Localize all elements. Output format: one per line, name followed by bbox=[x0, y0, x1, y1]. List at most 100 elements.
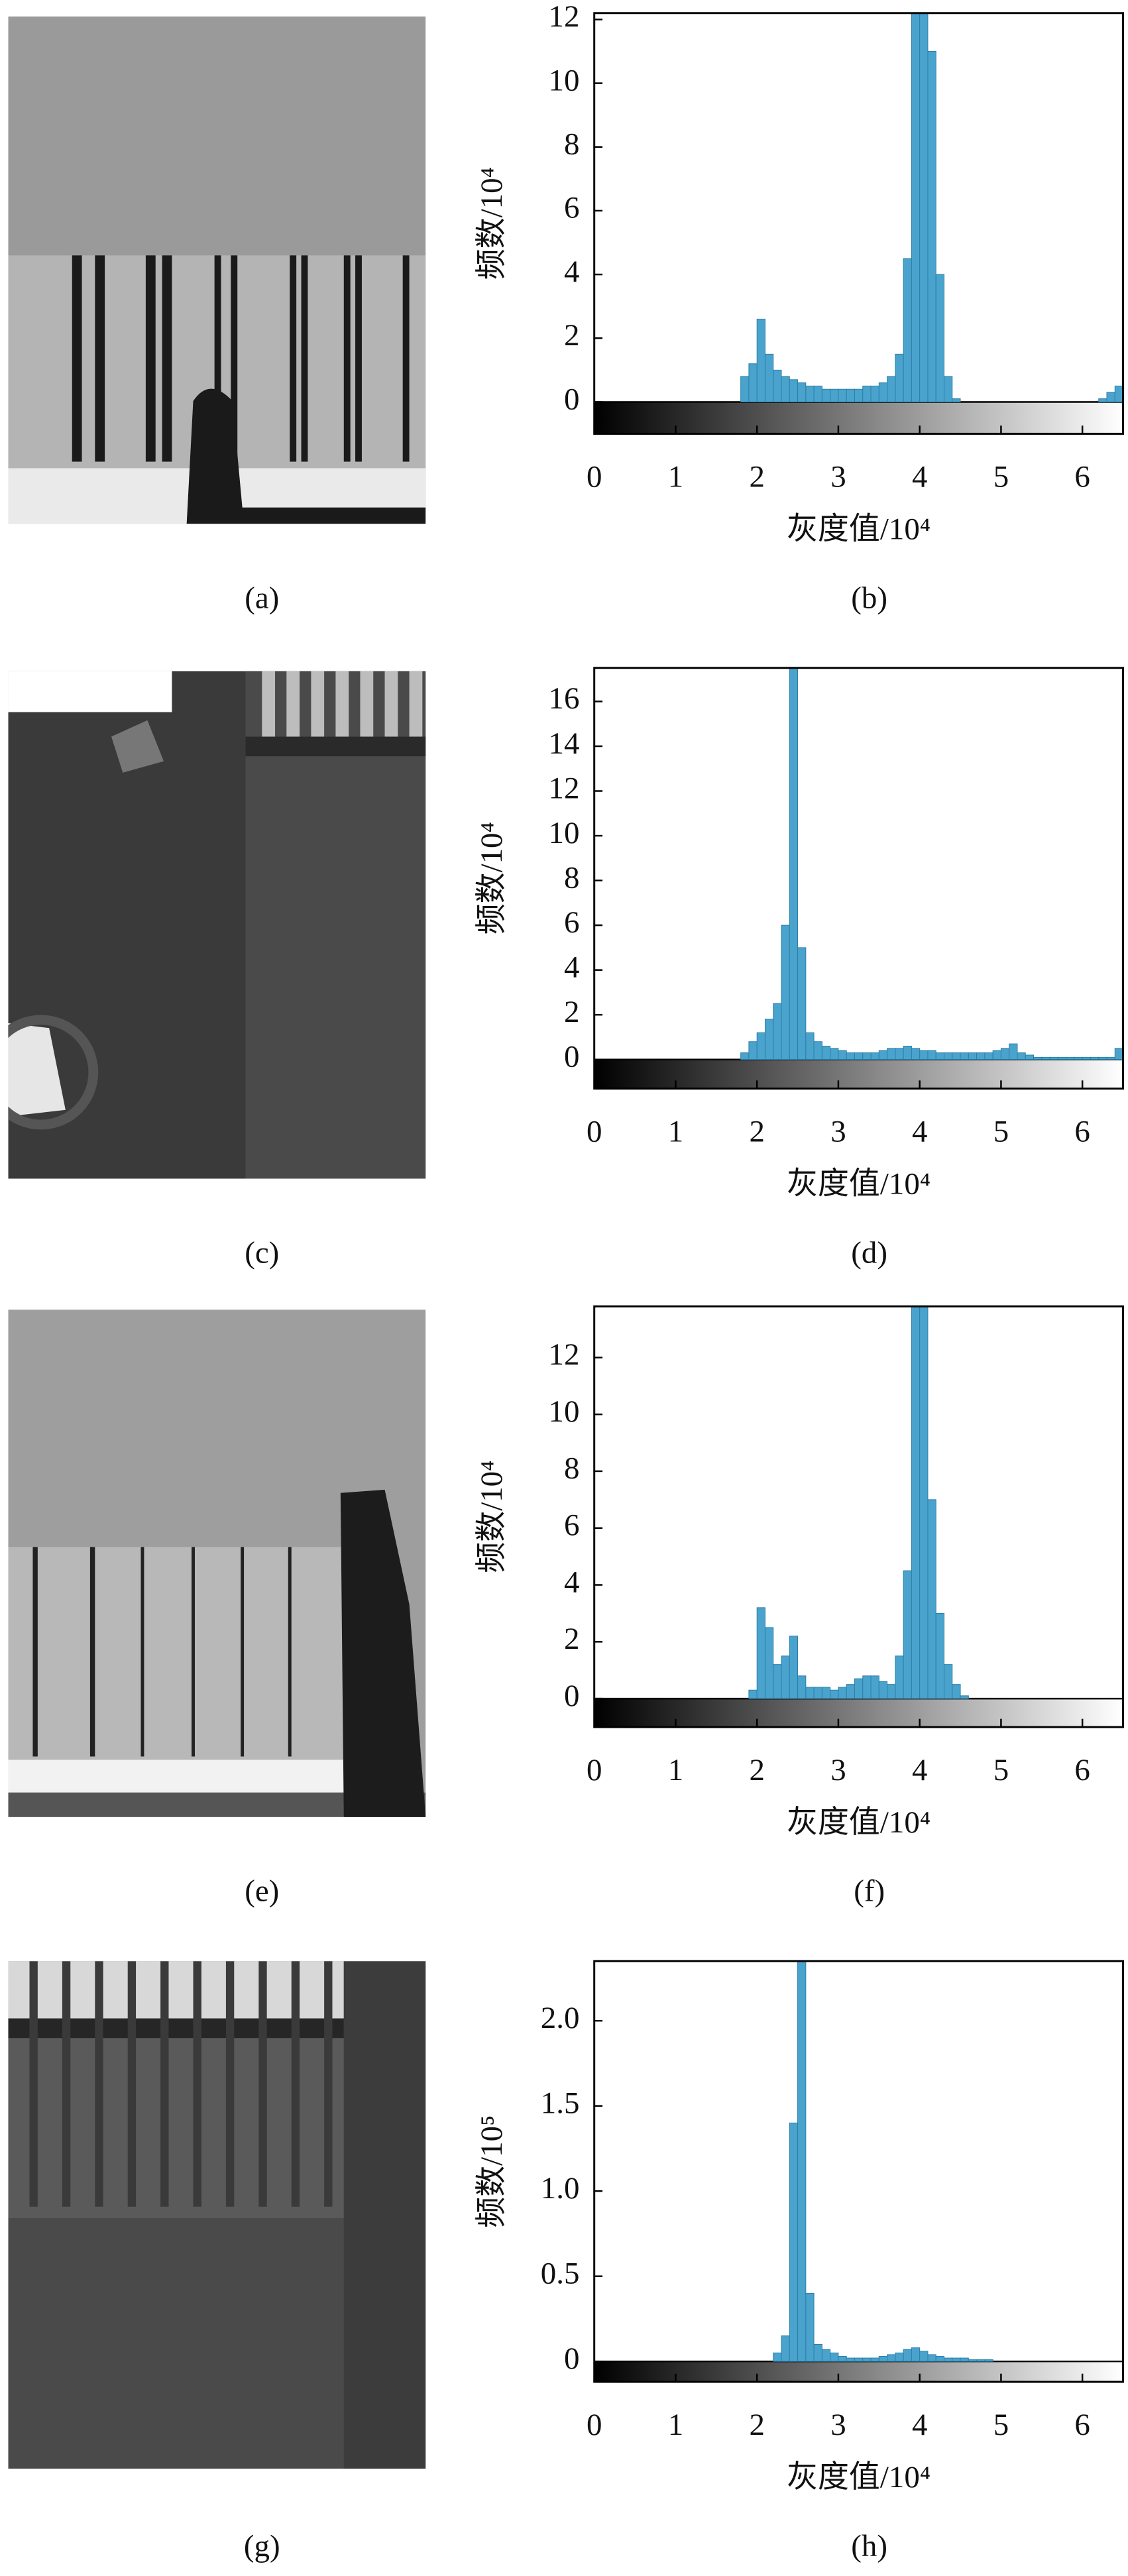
x-tick-label: 4 bbox=[912, 460, 927, 494]
y-tick-label: 4 bbox=[564, 1565, 579, 1599]
bar bbox=[781, 2335, 790, 2362]
bar bbox=[846, 2357, 855, 2362]
y-tick-label: 6 bbox=[564, 191, 579, 225]
x-tick-label: 3 bbox=[830, 460, 846, 494]
y-axis-label: 频数/10⁵ bbox=[475, 2115, 509, 2228]
bar bbox=[1114, 385, 1124, 402]
bar bbox=[773, 2352, 782, 2362]
bar bbox=[903, 1045, 912, 1060]
bar bbox=[854, 1052, 864, 1060]
x-tick-label: 2 bbox=[749, 460, 764, 494]
bar bbox=[919, 13, 929, 402]
bar bbox=[854, 2357, 864, 2362]
bars bbox=[748, 1306, 969, 1699]
bar bbox=[764, 1627, 774, 1699]
bar bbox=[944, 1664, 953, 1699]
bar bbox=[927, 50, 936, 402]
x-tick-label: 6 bbox=[1074, 1115, 1090, 1149]
bar bbox=[1000, 1048, 1010, 1060]
gray-colorbar bbox=[594, 2361, 1123, 2382]
x-axis-label: 灰度值/10⁴ bbox=[787, 2460, 931, 2494]
bar bbox=[773, 369, 782, 402]
y-tick-label: 8 bbox=[564, 127, 579, 162]
bar bbox=[789, 1636, 799, 1699]
bar bbox=[927, 1050, 936, 1060]
x-tick-label: 2 bbox=[749, 2408, 764, 2442]
bar bbox=[1033, 1056, 1043, 1060]
y-tick-label: 6 bbox=[564, 905, 579, 940]
bar bbox=[1098, 1056, 1107, 1060]
x-axis-label: 灰度值/10⁴ bbox=[787, 1805, 931, 1840]
bar bbox=[838, 1050, 847, 1060]
bar bbox=[781, 1655, 790, 1699]
bar bbox=[813, 385, 822, 402]
x-tick-label: 2 bbox=[749, 1115, 764, 1149]
bar bbox=[756, 1032, 765, 1060]
chart-caption: (b) bbox=[851, 581, 887, 615]
bar bbox=[870, 385, 879, 402]
bar bbox=[878, 2355, 888, 2362]
y-axis-label: 频数/10⁴ bbox=[475, 822, 509, 934]
x-tick-label: 0 bbox=[587, 1753, 602, 1787]
plot-frame bbox=[593, 12, 1125, 435]
bar bbox=[968, 2359, 978, 2362]
bar bbox=[805, 2292, 815, 2362]
bar bbox=[797, 1960, 807, 2362]
y-tick-label: 8 bbox=[564, 1451, 579, 1486]
bar bbox=[1041, 1056, 1050, 1060]
bar bbox=[1114, 1048, 1124, 1060]
bar bbox=[789, 2122, 799, 2362]
bar bbox=[870, 1052, 879, 1060]
bar bbox=[797, 1675, 807, 1699]
bar bbox=[895, 353, 904, 402]
bar bbox=[1066, 1056, 1075, 1060]
bar bbox=[878, 382, 888, 402]
bar bbox=[846, 388, 855, 402]
x-tick-label: 4 bbox=[912, 1115, 927, 1149]
y-tick-label: 4 bbox=[564, 254, 579, 289]
bar bbox=[1090, 1056, 1100, 1060]
bar bbox=[878, 1681, 888, 1699]
bar bbox=[781, 924, 790, 1060]
bar bbox=[911, 1048, 921, 1060]
y-tick-label: 12 bbox=[549, 771, 580, 805]
y-tick-label: 0 bbox=[564, 2341, 579, 2376]
bar bbox=[952, 398, 961, 402]
bar bbox=[952, 1052, 961, 1060]
x-tick-label: 5 bbox=[993, 460, 1009, 494]
bar bbox=[944, 1052, 953, 1060]
bar bbox=[927, 2354, 936, 2362]
bar bbox=[911, 13, 921, 402]
bar bbox=[935, 2355, 945, 2362]
bar bbox=[984, 2359, 993, 2362]
y-tick-label: 0 bbox=[564, 382, 579, 416]
bar bbox=[805, 1032, 815, 1060]
bar bbox=[789, 379, 799, 402]
y-tick-label: 2 bbox=[564, 318, 579, 353]
bar bbox=[830, 1689, 839, 1699]
bar bbox=[838, 2355, 847, 2362]
bar bbox=[764, 353, 774, 402]
bar bbox=[887, 376, 896, 402]
gray-colorbar bbox=[594, 1699, 1123, 1727]
bar bbox=[903, 2349, 912, 2362]
bar bbox=[935, 1052, 945, 1060]
image-e bbox=[8, 1310, 426, 1817]
bar bbox=[903, 258, 912, 402]
bar bbox=[944, 376, 953, 402]
y-tick-label: 10 bbox=[549, 816, 580, 850]
bar bbox=[935, 1612, 945, 1699]
bar bbox=[821, 388, 831, 402]
bar bbox=[862, 1675, 872, 1699]
image-c bbox=[8, 671, 426, 1179]
x-tick-label: 0 bbox=[587, 2408, 602, 2442]
bar bbox=[1106, 392, 1115, 402]
bar bbox=[919, 1050, 929, 1060]
bar bbox=[748, 1689, 758, 1699]
bar bbox=[830, 2352, 839, 2362]
bar bbox=[748, 363, 758, 402]
bar bbox=[846, 1052, 855, 1060]
x-tick-label: 6 bbox=[1074, 460, 1090, 494]
